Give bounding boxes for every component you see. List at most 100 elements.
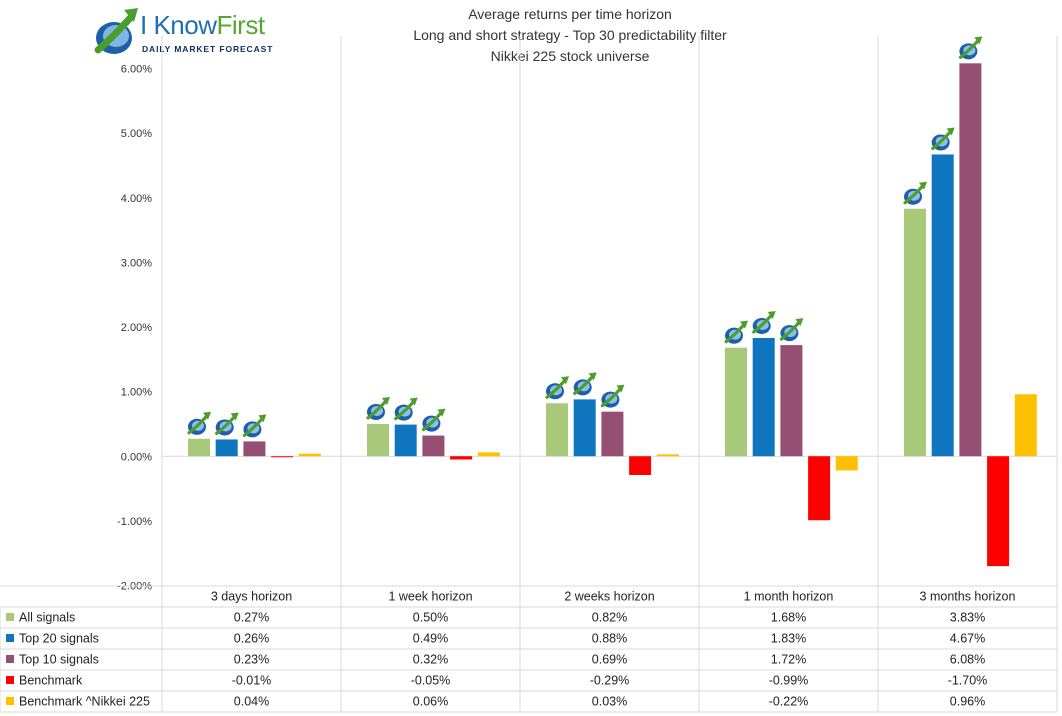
growth-arrow-icon — [394, 397, 418, 421]
series-name: Benchmark — [19, 674, 83, 688]
bar — [752, 337, 775, 457]
icon-arrow — [421, 410, 443, 432]
icon-arrow — [779, 320, 802, 341]
y-tick-label: 0.00% — [121, 451, 152, 463]
bar — [601, 411, 624, 457]
icon-arrow — [600, 387, 623, 408]
icon-arrow-head — [946, 127, 955, 136]
bar — [573, 399, 596, 457]
growth-arrow-icon — [187, 411, 211, 435]
data-label: 0.69% — [592, 653, 627, 667]
growth-arrow-icon — [421, 408, 446, 432]
icon-arrow — [187, 414, 209, 435]
bar — [725, 347, 747, 457]
growth-arrow-icon — [779, 318, 804, 342]
growth-arrow-icon — [600, 384, 625, 408]
bar — [243, 441, 266, 457]
bar — [546, 403, 568, 457]
bar — [656, 454, 679, 457]
icon-arrow — [724, 323, 746, 344]
bar — [629, 456, 652, 475]
data-label: 0.50% — [413, 611, 448, 625]
icon-arrow-head — [767, 310, 776, 319]
data-label: 4.67% — [950, 632, 985, 646]
data-label: 1.68% — [771, 611, 806, 625]
data-label: 0.49% — [413, 632, 448, 646]
icon-arrow — [242, 416, 264, 437]
bar — [904, 208, 926, 457]
growth-arrow-icon — [958, 36, 983, 60]
icon-arrow — [752, 313, 774, 334]
bar — [394, 424, 417, 457]
series-name: All signals — [19, 611, 75, 625]
data-label: 0.82% — [592, 611, 627, 625]
bar — [1014, 394, 1037, 457]
y-tick-label: 4.00% — [121, 193, 152, 205]
series-name: Top 20 signals — [19, 632, 99, 646]
bar — [298, 453, 321, 457]
growth-arrow-icon — [724, 320, 748, 344]
data-label: 0.27% — [234, 611, 269, 625]
data-label: 0.96% — [950, 695, 985, 709]
growth-arrow-icon — [242, 414, 267, 438]
data-label: -1.70% — [948, 674, 988, 688]
series-name: Top 10 signals — [19, 653, 99, 667]
bar — [987, 456, 1010, 567]
data-label: 0.06% — [413, 695, 448, 709]
y-tick-label: 6.00% — [121, 64, 152, 76]
legend-key — [6, 676, 14, 684]
icon-arrow-head — [974, 36, 983, 45]
bars — [188, 63, 1037, 567]
data-label: 0.32% — [413, 653, 448, 667]
logo-icon — [94, 8, 138, 54]
bar — [450, 456, 473, 460]
icon-arrow-head — [382, 396, 390, 405]
icon-arrow-head — [437, 408, 446, 417]
category-label: 3 days horizon — [211, 590, 292, 604]
y-tick-label: 5.00% — [121, 128, 152, 140]
y-tick-label: 1.00% — [121, 387, 152, 399]
icon-arrow — [394, 399, 416, 421]
icon-arrow-head — [561, 376, 569, 385]
growth-arrow-icon — [215, 412, 239, 436]
bar — [477, 452, 500, 457]
data-label: -0.29% — [590, 674, 630, 688]
legend-key — [6, 634, 14, 642]
y-axis: -2.00%-1.00%0.00%1.00%2.00%3.00%4.00%5.0… — [117, 64, 152, 593]
series-name: Benchmark ^Nikkei 225 — [19, 695, 150, 709]
data-label: -0.22% — [769, 695, 809, 709]
bar — [215, 439, 238, 457]
growth-arrow-icon — [573, 372, 597, 396]
icon-arrow-head — [230, 412, 239, 421]
bar — [835, 456, 858, 471]
icon-arrow-head — [740, 320, 748, 329]
icon-arrow — [215, 414, 237, 436]
data-label: -0.05% — [411, 674, 451, 688]
y-tick-label: 3.00% — [121, 257, 152, 269]
bar — [959, 63, 982, 457]
icon-arrow-head — [203, 411, 211, 420]
bar — [367, 423, 389, 457]
data-label: 0.26% — [234, 632, 269, 646]
data-label: 0.88% — [592, 632, 627, 646]
data-label: 1.83% — [771, 632, 806, 646]
category-label: 2 weeks horizon — [564, 590, 654, 604]
growth-arrow-icon — [366, 396, 390, 420]
icon-arrow-head — [588, 372, 597, 381]
growth-arrow-icon — [931, 127, 955, 151]
legend-key — [6, 655, 14, 663]
category-label: 3 months horizon — [920, 590, 1016, 604]
y-tick-label: -1.00% — [117, 516, 152, 528]
icon-arrow — [958, 38, 981, 59]
logo-tagline: DAILY MARKET FORECAST — [142, 44, 274, 54]
growth-arrow-icon — [752, 310, 776, 334]
icon-arrow — [903, 184, 925, 205]
bar — [808, 456, 831, 521]
icon-arrow — [366, 399, 388, 420]
bar — [780, 345, 803, 457]
growth-arrow-icon — [545, 376, 569, 400]
y-tick-label: 2.00% — [121, 322, 152, 334]
icon-arrow-head — [258, 414, 267, 423]
data-label: 0.04% — [234, 695, 269, 709]
